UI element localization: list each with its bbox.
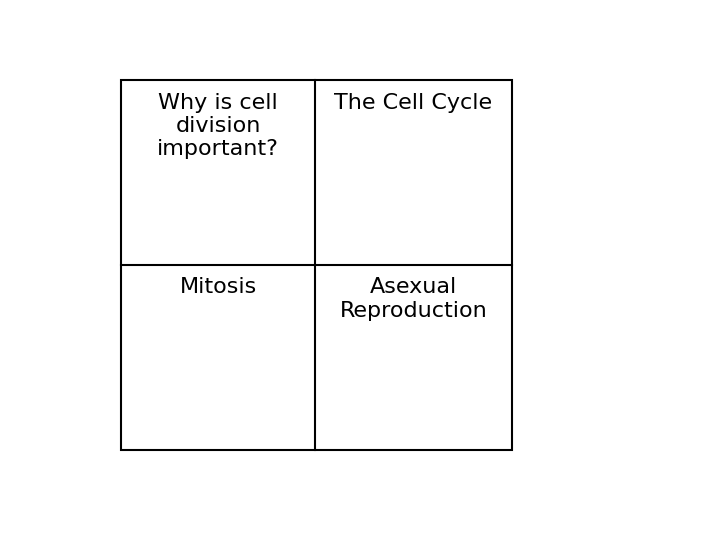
Text: The Cell Cycle: The Cell Cycle — [334, 93, 492, 113]
Text: Asexual
Reproduction: Asexual Reproduction — [340, 278, 487, 321]
Text: Mitosis: Mitosis — [179, 278, 257, 298]
Bar — [121, 80, 512, 450]
Text: Why is cell
division
important?: Why is cell division important? — [157, 93, 279, 159]
